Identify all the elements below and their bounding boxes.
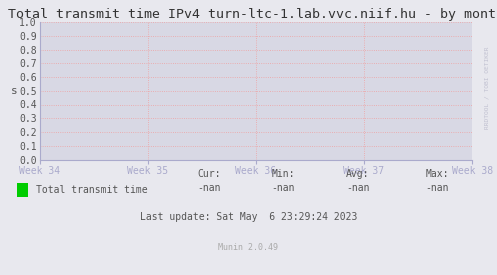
Text: Avg:: Avg: [346, 169, 370, 179]
Text: Total transmit time: Total transmit time [36, 185, 148, 195]
Text: Cur:: Cur: [197, 169, 221, 179]
Text: RRDTOOL / TOBI OETIKER: RRDTOOL / TOBI OETIKER [485, 47, 490, 129]
Y-axis label: s: s [10, 86, 17, 96]
Text: -nan: -nan [346, 183, 370, 193]
Text: Munin 2.0.49: Munin 2.0.49 [219, 243, 278, 252]
Text: Max:: Max: [425, 169, 449, 179]
Title: Total transmit time IPv4 turn-ltc-1.lab.vvc.niif.hu - by month: Total transmit time IPv4 turn-ltc-1.lab.… [8, 8, 497, 21]
Text: -nan: -nan [271, 183, 295, 193]
Text: -nan: -nan [425, 183, 449, 193]
Text: Last update: Sat May  6 23:29:24 2023: Last update: Sat May 6 23:29:24 2023 [140, 212, 357, 222]
Text: -nan: -nan [197, 183, 221, 193]
Text: Min:: Min: [271, 169, 295, 179]
